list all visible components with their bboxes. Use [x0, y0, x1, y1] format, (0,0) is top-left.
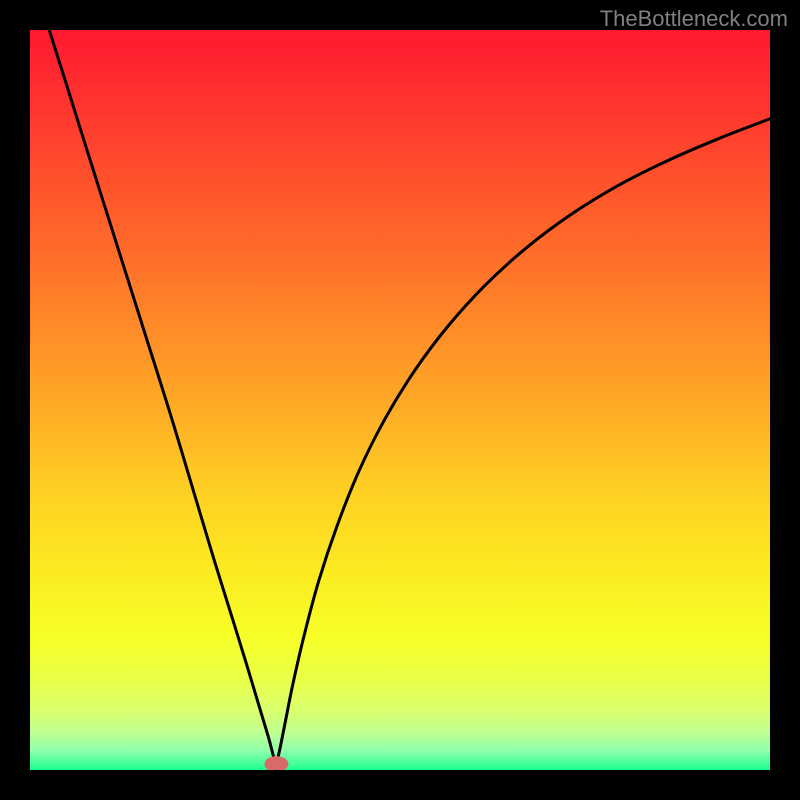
chart-container: TheBottleneck.com — [0, 0, 800, 800]
gradient-background — [30, 30, 770, 770]
watermark-text: TheBottleneck.com — [600, 6, 788, 32]
minimum-marker — [264, 756, 288, 772]
bottleneck-curve-chart — [0, 0, 800, 800]
